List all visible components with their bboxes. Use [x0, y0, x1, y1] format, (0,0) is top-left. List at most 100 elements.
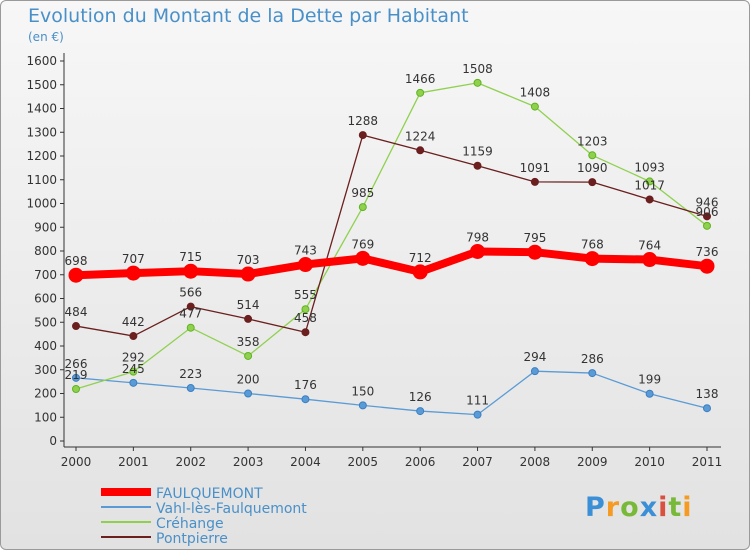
- data-label: 703: [237, 253, 260, 267]
- legend-label: Vahl-lès-Faulquemont: [156, 501, 307, 517]
- data-point: [473, 161, 482, 170]
- chart-subtitle: (en €): [28, 30, 64, 44]
- data-point: [301, 395, 310, 404]
- data-label: 555: [294, 288, 317, 302]
- data-point: [186, 302, 195, 311]
- data-point: [416, 407, 425, 416]
- chart-title: Evolution du Montant de la Dette par Hab…: [28, 5, 469, 27]
- data-label: 1408: [520, 86, 551, 100]
- y-tick-label: 1200: [26, 149, 57, 163]
- series-3: [72, 131, 711, 341]
- y-tick-label: 1300: [26, 125, 57, 139]
- data-label: 200: [237, 373, 260, 387]
- data-point: [244, 351, 253, 360]
- x-tick-label: 2000: [61, 455, 92, 469]
- legend-label: Pontpierre: [156, 531, 228, 547]
- x-tick-label: 2008: [520, 455, 551, 469]
- x-tick-label: 2009: [577, 455, 608, 469]
- data-label: 514: [237, 298, 260, 312]
- data-label: 266: [65, 357, 88, 371]
- data-point: [358, 203, 367, 212]
- data-point: [588, 369, 597, 378]
- data-label: 798: [466, 230, 489, 244]
- data-label: 768: [581, 238, 604, 252]
- data-point: [473, 410, 482, 419]
- data-label: 176: [294, 378, 317, 392]
- y-tick-label: 300: [34, 363, 57, 377]
- data-label: 358: [237, 335, 260, 349]
- data-label: 566: [179, 286, 202, 300]
- data-label: 286: [581, 352, 604, 366]
- data-label: 223: [179, 367, 202, 381]
- data-label: 294: [523, 350, 546, 364]
- data-point: [358, 131, 367, 140]
- data-point: [129, 332, 138, 341]
- series-line: [75, 370, 708, 416]
- data-label: 1093: [634, 160, 665, 174]
- x-tick-label: 2001: [118, 455, 149, 469]
- data-point: [129, 367, 138, 376]
- data-label: 946: [696, 195, 719, 209]
- data-label: 985: [351, 186, 374, 200]
- data-label: 126: [409, 390, 432, 404]
- data-label: 442: [122, 315, 145, 329]
- y-tick-label: 200: [34, 387, 57, 401]
- data-point: [416, 88, 425, 97]
- data-point: [645, 177, 654, 186]
- x-tick-label: 2011: [692, 455, 723, 469]
- data-point: [186, 323, 195, 332]
- data-point: [588, 178, 597, 187]
- data-point: [470, 243, 486, 259]
- data-point: [703, 212, 711, 221]
- data-label: 736: [696, 245, 719, 259]
- data-point: [355, 250, 371, 266]
- data-label: 292: [122, 351, 145, 365]
- data-point: [703, 221, 711, 230]
- data-label: 707: [122, 252, 145, 266]
- data-point: [703, 404, 711, 413]
- y-tick-label: 700: [34, 268, 57, 282]
- y-tick-label: 1600: [26, 54, 57, 68]
- data-label: 1017: [634, 178, 665, 192]
- data-label: 1224: [405, 129, 436, 143]
- x-tick-label: 2005: [348, 455, 379, 469]
- data-label: 199: [638, 373, 661, 387]
- data-point: [416, 146, 425, 155]
- data-label: 477: [179, 307, 202, 321]
- data-point: [186, 384, 195, 393]
- y-tick-label: 1400: [26, 102, 57, 116]
- data-point: [584, 251, 600, 267]
- data-point: [68, 267, 84, 283]
- data-label: 1090: [577, 161, 608, 175]
- x-tick-label: 2003: [233, 455, 264, 469]
- x-tick-label: 2010: [634, 455, 665, 469]
- x-tick-label: 2006: [405, 455, 436, 469]
- data-point: [244, 314, 253, 323]
- y-tick-label: 100: [34, 410, 57, 424]
- legend-label: FAULQUEMONT: [156, 486, 263, 502]
- data-point: [297, 257, 313, 273]
- data-label: 1091: [520, 161, 551, 175]
- series-2: [72, 78, 711, 393]
- data-point: [530, 367, 539, 376]
- y-tick-label: 800: [34, 244, 57, 258]
- data-label: 764: [638, 239, 661, 253]
- x-tick-label: 2007: [462, 455, 493, 469]
- data-label: 1508: [462, 62, 493, 76]
- data-point: [301, 328, 310, 337]
- data-point: [699, 258, 715, 274]
- series-line: [75, 82, 708, 390]
- y-tick-label: 400: [34, 339, 57, 353]
- y-tick-label: 1100: [26, 173, 57, 187]
- x-tick-label: 2004: [290, 455, 321, 469]
- data-label: 1466: [405, 72, 436, 86]
- data-point: [244, 389, 253, 398]
- data-point: [530, 177, 539, 186]
- data-label: 743: [294, 244, 317, 258]
- data-label: 458: [294, 311, 317, 325]
- data-label: 150: [351, 384, 374, 398]
- data-label: 111: [466, 394, 489, 408]
- y-tick-label: 1000: [26, 197, 57, 211]
